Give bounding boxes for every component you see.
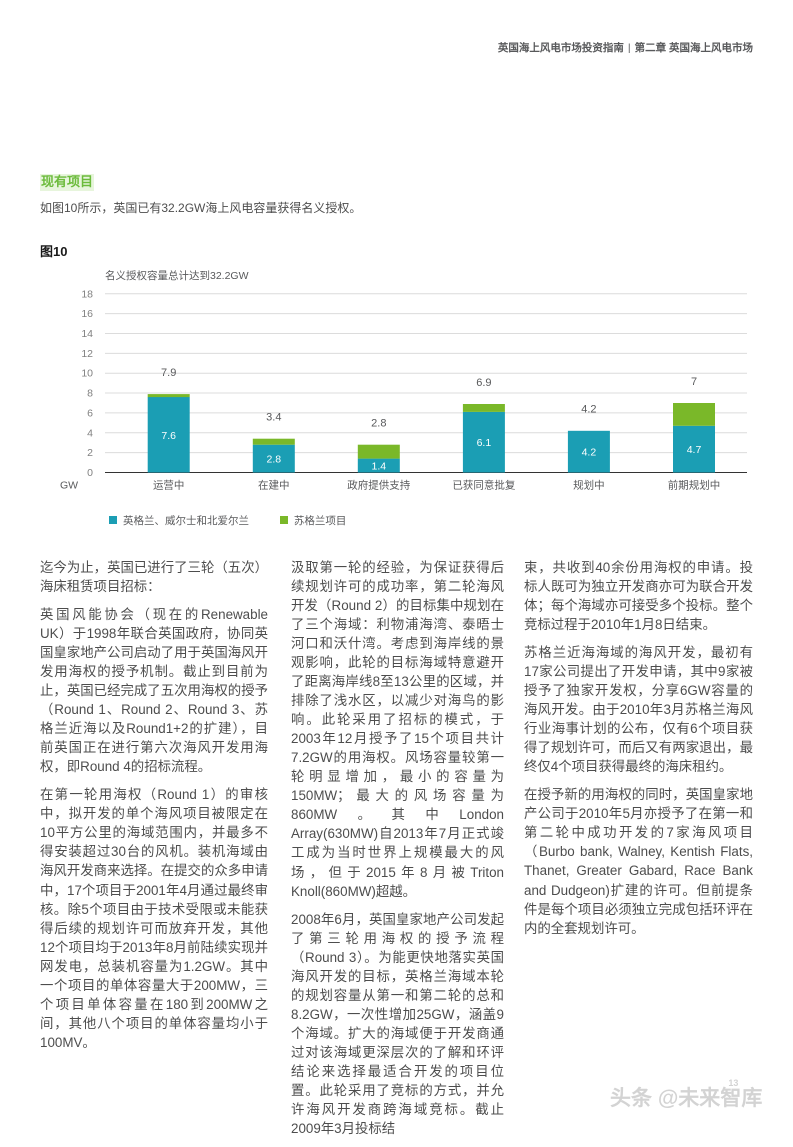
svg-text:2.8: 2.8 — [371, 418, 386, 430]
svg-text:4.2: 4.2 — [581, 404, 596, 416]
svg-text:3.4: 3.4 — [266, 412, 281, 424]
svg-text:在建中: 在建中 — [258, 479, 290, 492]
svg-text:规划中: 规划中 — [573, 479, 605, 492]
svg-text:7.6: 7.6 — [161, 430, 176, 442]
svg-text:7.9: 7.9 — [161, 367, 176, 379]
svg-text:18: 18 — [81, 288, 93, 300]
svg-text:已获同意批复: 已获同意批复 — [452, 479, 515, 492]
svg-text:2.8: 2.8 — [266, 454, 281, 466]
svg-text:10: 10 — [81, 368, 93, 380]
svg-text:6.1: 6.1 — [477, 437, 492, 449]
svg-text:GW: GW — [60, 480, 78, 492]
svg-text:7: 7 — [691, 376, 697, 388]
svg-text:0: 0 — [87, 467, 93, 479]
svg-text:8: 8 — [87, 388, 93, 400]
svg-text:6.9: 6.9 — [476, 377, 491, 389]
svg-text:2: 2 — [87, 447, 93, 459]
svg-text:12: 12 — [81, 348, 93, 360]
svg-text:运营中: 运营中 — [153, 479, 185, 492]
svg-text:1.4: 1.4 — [371, 461, 386, 473]
svg-text:政府提供支持: 政府提供支持 — [347, 479, 410, 492]
svg-text:4.7: 4.7 — [687, 444, 702, 456]
svg-text:6: 6 — [87, 407, 93, 419]
svg-text:4: 4 — [87, 427, 93, 439]
svg-text:16: 16 — [81, 308, 93, 320]
svg-text:前期规划中: 前期规划中 — [668, 479, 721, 492]
svg-text:14: 14 — [81, 328, 93, 340]
svg-text:4.2: 4.2 — [582, 447, 597, 459]
